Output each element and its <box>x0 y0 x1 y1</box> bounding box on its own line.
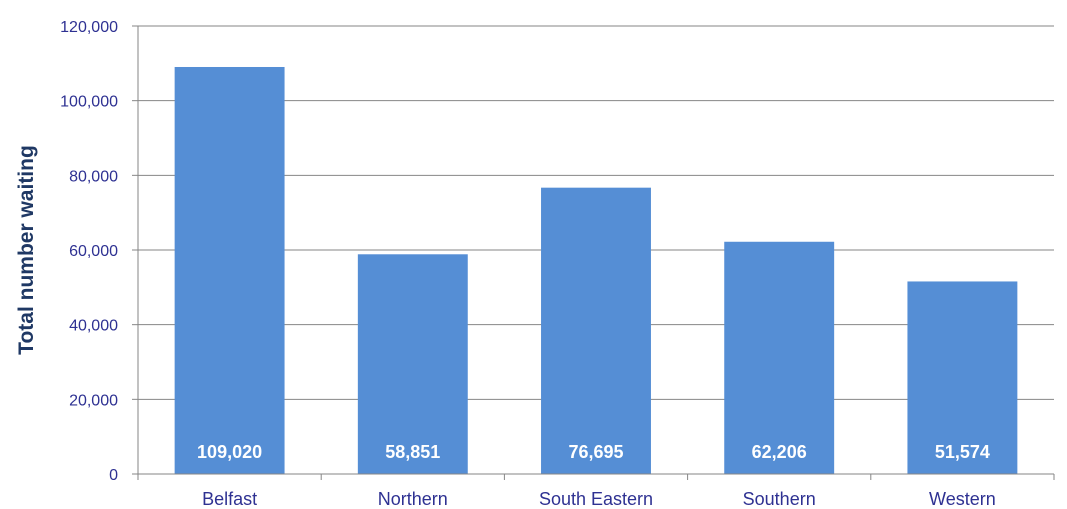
y-tick-label: 120,000 <box>60 19 118 36</box>
bar <box>907 281 1018 474</box>
bar <box>174 66 285 474</box>
x-tick-label: South Eastern <box>539 489 653 509</box>
y-tick-label: 100,000 <box>60 94 118 111</box>
labels: 0 20,000 40,000 60,000 80,000 100,000 120,000 1… <box>60 19 996 509</box>
x-tick-label: Southern <box>743 489 816 509</box>
bars <box>174 66 1018 474</box>
data-label: 76,695 <box>568 442 623 462</box>
axes <box>132 25 1055 480</box>
bar <box>541 187 651 474</box>
data-label: 58,851 <box>385 442 440 462</box>
bar <box>357 254 468 474</box>
y-tick-label: 80,000 <box>69 168 118 185</box>
y-tick-label: 40,000 <box>69 318 118 335</box>
y-tick-label: 60,000 <box>69 243 118 260</box>
x-tick-label: Belfast <box>202 489 257 509</box>
y-tick-label: 20,000 <box>69 392 118 409</box>
y-tick-label: 0 <box>109 467 118 484</box>
x-tick-label: Western <box>929 489 996 509</box>
data-label: 109,020 <box>197 442 262 462</box>
data-label: 51,574 <box>935 442 990 462</box>
bar <box>724 241 835 474</box>
y-axis-title: Total number waiting <box>15 145 38 355</box>
x-tick-label: Northern <box>378 489 448 509</box>
data-label: 62,206 <box>752 442 807 462</box>
